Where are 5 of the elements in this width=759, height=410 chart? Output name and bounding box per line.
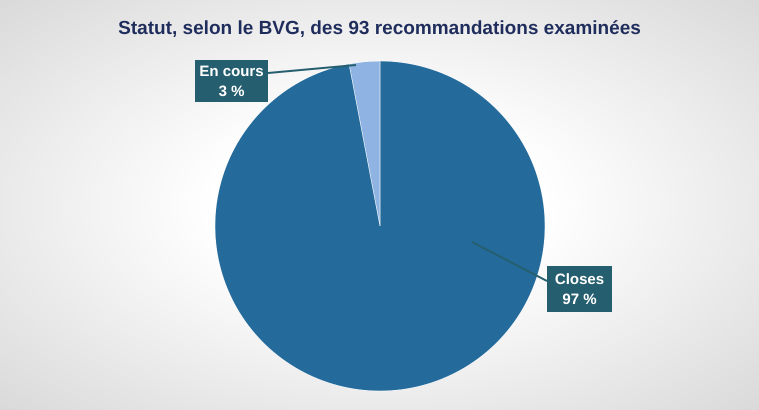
chart-title: Statut, selon le BVG, des 93 recommandations examinées [118,18,641,39]
slice-label: En cours [199,63,264,80]
data-label: 97 % [562,291,597,308]
slice-label: Closes [554,271,604,288]
data-label: 3 % [218,83,244,100]
